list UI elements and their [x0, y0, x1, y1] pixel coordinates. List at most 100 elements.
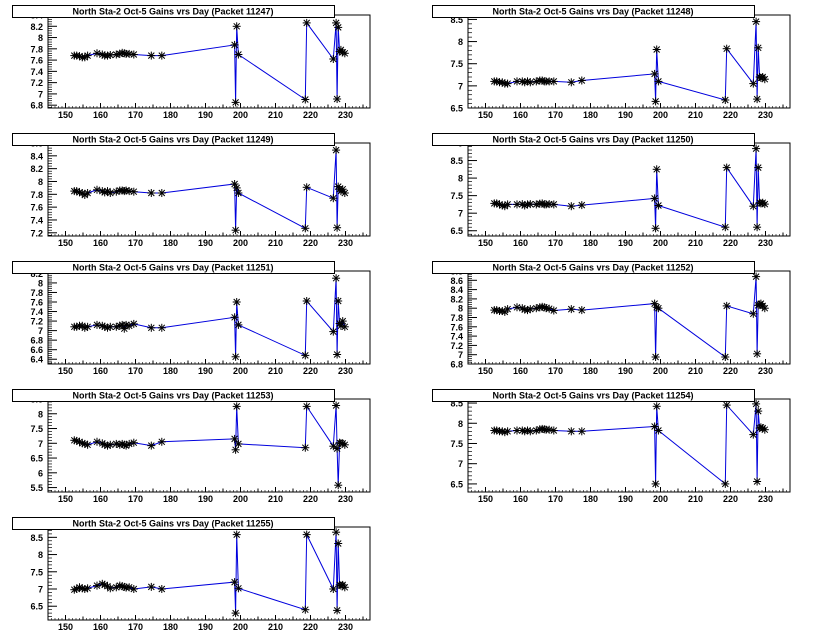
y-tick-label: 7.2 — [450, 341, 463, 351]
data-point — [334, 481, 343, 490]
x-tick-label: 200 — [653, 110, 668, 120]
data-point — [652, 402, 661, 411]
data-point — [721, 223, 730, 232]
data-point — [752, 144, 761, 153]
data-point — [503, 305, 512, 314]
data-point — [234, 50, 243, 59]
y-tick-label: 8.4 — [30, 151, 43, 161]
data-point — [302, 297, 311, 305]
x-tick-label: 150 — [58, 366, 73, 376]
y-tick-label: 6.5 — [450, 479, 463, 489]
data-point — [302, 402, 311, 411]
chart-title: North Sta-2 Oct-5 Gains vrs Day (Packet … — [72, 519, 273, 529]
chart-title: North Sta-2 Oct-5 Gains vrs Day (Packet … — [72, 135, 273, 145]
x-tick-label: 150 — [478, 494, 493, 504]
y-tick-label: 8 — [458, 304, 463, 314]
data-point — [754, 163, 763, 172]
y-tick-label: 7 — [38, 585, 43, 595]
data-point — [577, 306, 586, 315]
y-tick-label: 6.8 — [30, 336, 43, 346]
y-tick-label: 5.5 — [30, 483, 43, 493]
data-point — [577, 427, 586, 436]
data-point — [549, 200, 558, 209]
data-point — [520, 427, 529, 436]
data-point — [232, 22, 241, 31]
data-point — [93, 320, 101, 329]
data-point — [234, 439, 243, 448]
data-point — [334, 539, 343, 548]
data-point — [333, 223, 342, 232]
y-tick-label: 7 — [458, 350, 463, 360]
x-tick-label: 170 — [128, 110, 143, 120]
data-point — [760, 75, 769, 84]
data-point — [567, 427, 576, 436]
y-tick-label: 6.8 — [30, 101, 43, 111]
y-tick-label: 8 — [38, 278, 43, 288]
data-point — [230, 40, 239, 49]
x-tick-label: 180 — [163, 622, 178, 632]
series-line — [494, 276, 766, 358]
x-tick-label: 200 — [233, 366, 248, 376]
y-tick-label: 8 — [458, 174, 463, 184]
data-point — [230, 434, 239, 443]
plot-frame — [467, 398, 791, 493]
data-point — [334, 23, 343, 32]
y-tick-label: 7.8 — [450, 313, 463, 323]
x-tick-label: 150 — [58, 110, 73, 120]
data-point — [125, 439, 134, 448]
data-point — [83, 51, 92, 60]
data-point — [651, 353, 660, 361]
y-tick-label: 8 — [458, 37, 463, 47]
data-point — [129, 438, 138, 447]
x-tick-label: 160 — [93, 238, 108, 248]
x-tick-label: 220 — [303, 494, 318, 504]
data-point — [333, 95, 342, 103]
data-point — [83, 322, 92, 331]
x-tick-label: 210 — [688, 366, 703, 376]
y-tick-label: 7.4 — [30, 307, 43, 317]
data-point — [332, 146, 341, 155]
chart-title: North Sta-2 Oct-5 Gains vrs Day (Packet … — [492, 135, 693, 145]
chart-title-box — [12, 389, 335, 402]
chart-panel: 150 160 170 180 190 200 210 220 230 6.5 7 7.5 8 8.5 No… — [12, 517, 371, 632]
y-tick-label: 7.5 — [30, 424, 43, 434]
data-point — [301, 443, 310, 452]
data-point — [147, 441, 156, 450]
x-tick-label: 200 — [233, 622, 248, 632]
data-point — [752, 272, 761, 281]
data-point — [721, 96, 730, 104]
y-tick-label: 7.6 — [30, 298, 43, 308]
data-point — [302, 530, 311, 539]
x-tick-label: 190 — [198, 238, 213, 248]
data-point — [301, 351, 310, 360]
x-tick-label: 190 — [198, 494, 213, 504]
x-tick-label: 150 — [478, 366, 493, 376]
series-line — [74, 404, 346, 486]
data-point — [157, 51, 166, 60]
x-tick-label: 200 — [233, 494, 248, 504]
data-point — [129, 50, 138, 59]
y-tick-label: 6.5 — [450, 226, 463, 236]
x-tick-label: 220 — [723, 366, 738, 376]
x-tick-label: 160 — [513, 366, 528, 376]
data-point — [549, 426, 558, 435]
x-tick-label: 170 — [548, 110, 563, 120]
y-tick-label: 7.8 — [30, 190, 43, 200]
x-tick-label: 190 — [198, 622, 213, 632]
x-tick-label: 180 — [163, 366, 178, 376]
y-tick-label: 8.2 — [30, 22, 43, 32]
data-point — [722, 44, 731, 53]
x-tick-label: 190 — [618, 238, 633, 248]
data-point — [340, 189, 349, 197]
data-point — [749, 430, 758, 439]
data-point — [329, 194, 338, 203]
data-point — [753, 95, 762, 104]
data-point — [329, 327, 338, 336]
data-point — [760, 200, 769, 209]
x-tick-label: 210 — [268, 366, 283, 376]
y-tick-label: 7.2 — [30, 228, 43, 238]
x-tick-label: 210 — [268, 622, 283, 632]
y-tick-label: 6.8 — [450, 360, 463, 370]
data-point — [549, 77, 558, 86]
